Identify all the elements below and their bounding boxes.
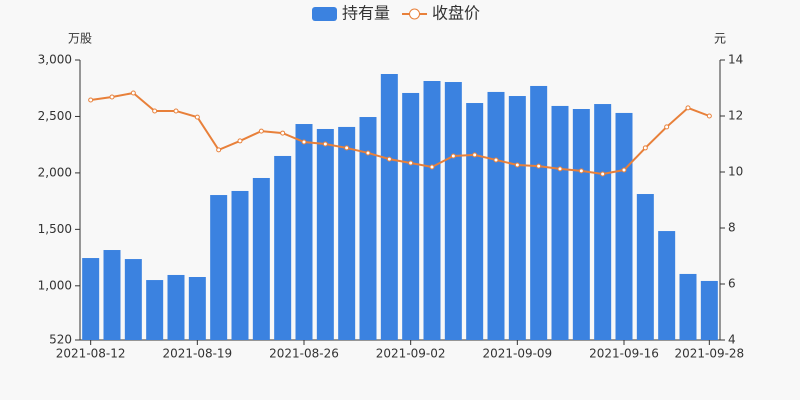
point — [621, 167, 627, 173]
legend-swatch — [409, 8, 421, 20]
point — [642, 145, 648, 151]
y2-tick-label: 6 — [728, 277, 736, 291]
y2-tick-label: 8 — [728, 221, 736, 235]
bar — [359, 117, 377, 340]
y2-tick-label: 14 — [728, 53, 743, 67]
point — [109, 94, 115, 100]
point — [386, 156, 392, 162]
x-tick-label: 2021-08-19 — [162, 347, 232, 361]
point — [600, 171, 606, 177]
bar — [572, 109, 590, 340]
legend-label: 持有量 — [342, 4, 390, 23]
y-tick-label: 2,500 — [38, 109, 72, 123]
bar — [274, 155, 292, 340]
x-tick-label: 2021-08-12 — [56, 347, 126, 361]
bar — [231, 190, 249, 340]
point — [280, 130, 286, 136]
bar — [487, 91, 505, 340]
bar — [594, 104, 612, 340]
bar — [679, 273, 697, 340]
legend-swatch — [312, 7, 337, 21]
point — [322, 141, 328, 147]
y2-tick-label: 4 — [728, 333, 736, 347]
point — [237, 138, 243, 144]
point — [408, 160, 414, 166]
bar — [146, 280, 164, 340]
point — [493, 157, 499, 163]
point — [88, 97, 94, 103]
bar — [700, 280, 718, 340]
point — [536, 163, 542, 169]
point — [301, 139, 307, 145]
legend-label: 收盘价 — [432, 4, 480, 23]
point — [216, 147, 222, 153]
bar — [316, 128, 334, 340]
point — [258, 128, 264, 134]
bar — [466, 103, 484, 340]
bar — [103, 250, 121, 340]
y-tick-label: 3,000 — [38, 53, 72, 67]
point — [664, 124, 670, 130]
y2-tick-label: 10 — [728, 165, 743, 179]
bar — [551, 105, 569, 340]
bar — [124, 259, 142, 340]
point — [173, 108, 179, 114]
bar — [444, 82, 462, 341]
bar — [82, 258, 100, 340]
bar — [338, 126, 356, 340]
point — [365, 150, 371, 156]
bar — [508, 96, 526, 340]
x-tick-label: 2021-08-26 — [269, 347, 339, 361]
bar — [188, 277, 206, 340]
point — [706, 113, 712, 119]
point — [514, 162, 520, 168]
point — [578, 168, 584, 174]
point — [429, 164, 435, 170]
point — [130, 90, 136, 96]
bar — [252, 177, 270, 340]
line — [90, 91, 710, 175]
y-tick-label: 1,000 — [38, 278, 72, 292]
bar — [380, 74, 398, 340]
point — [344, 145, 350, 151]
bar — [658, 231, 676, 340]
x-tick-label: 2021-09-09 — [482, 347, 552, 361]
point — [152, 108, 158, 114]
y2-axis-label: 元 — [714, 32, 726, 46]
y-tick-label: 520 — [49, 333, 72, 347]
bar — [210, 195, 228, 340]
bar — [423, 81, 441, 340]
x-tick-label: 2021-09-28 — [674, 347, 744, 361]
bar — [636, 194, 654, 340]
x-tick-label: 2021-09-16 — [589, 347, 659, 361]
bar — [402, 92, 420, 340]
point — [472, 152, 478, 158]
point — [194, 114, 200, 120]
point — [685, 105, 691, 111]
bar — [530, 85, 548, 340]
x-tick-label: 2021-09-02 — [376, 347, 446, 361]
bar — [167, 274, 185, 340]
bar — [615, 112, 633, 340]
y-axis-label: 万股 — [68, 32, 92, 46]
y-tick-label: 1,500 — [38, 222, 72, 236]
bar — [295, 124, 313, 340]
y-tick-label: 2,000 — [38, 165, 72, 179]
point — [450, 153, 456, 159]
y2-tick-label: 12 — [728, 109, 743, 123]
point — [557, 166, 563, 172]
